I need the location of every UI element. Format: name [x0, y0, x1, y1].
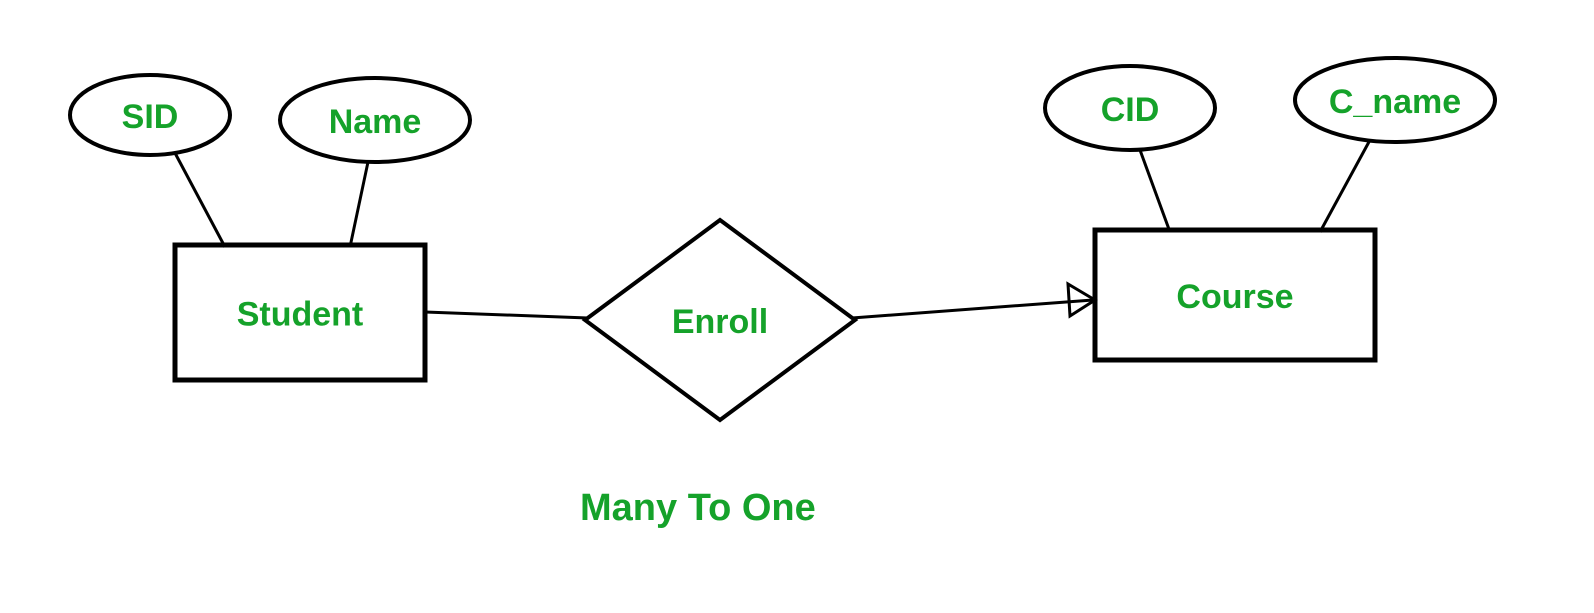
- entity-course: CID C_name Course: [1045, 58, 1495, 360]
- connector-sid: [175, 153, 225, 247]
- attribute-sid: SID: [70, 75, 230, 247]
- connector-cname: [1320, 140, 1370, 232]
- label-name: Name: [329, 103, 422, 141]
- connector-name: [350, 162, 368, 247]
- label-cname: C_name: [1329, 83, 1461, 121]
- attribute-cname: C_name: [1295, 58, 1495, 232]
- label-cid: CID: [1101, 91, 1160, 129]
- er-diagram: SID Name Student Enroll CID C_name: [0, 0, 1594, 613]
- label-course: Course: [1176, 278, 1293, 316]
- attribute-cid: CID: [1045, 66, 1215, 232]
- edge-enroll-course: [852, 300, 1093, 318]
- label-student: Student: [237, 295, 364, 333]
- relationship-enroll: Enroll: [425, 220, 1095, 420]
- diagram-caption: Many To One: [580, 487, 816, 529]
- label-sid: SID: [122, 98, 179, 136]
- label-enroll: Enroll: [672, 303, 768, 341]
- attribute-name: Name: [280, 78, 470, 247]
- connector-cid: [1140, 150, 1170, 232]
- edge-student-enroll: [425, 312, 588, 318]
- entity-student: SID Name Student: [70, 75, 470, 380]
